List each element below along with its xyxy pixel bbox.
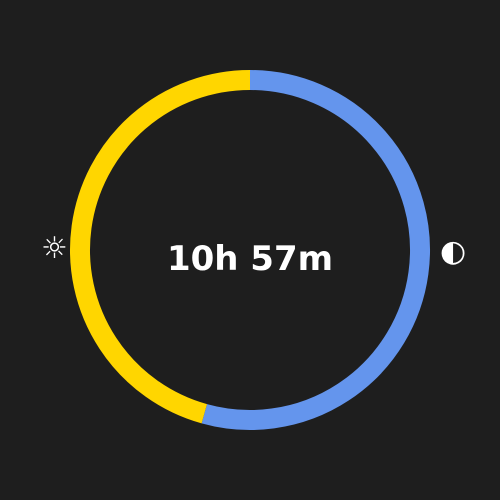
sun-icon: ☼ [41,231,68,266]
night-arc [201,70,430,430]
day-length-label: 10h 57m [166,239,334,279]
daylight-arc [70,70,251,424]
half-circle-icon: ◐ [440,234,467,269]
